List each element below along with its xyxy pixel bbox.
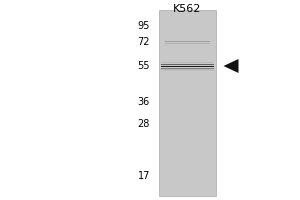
Text: 17: 17 — [138, 171, 150, 181]
Bar — [160, 64, 214, 65]
Bar — [160, 66, 214, 67]
Bar — [159, 10, 216, 196]
Bar — [160, 70, 214, 71]
Text: 72: 72 — [137, 37, 150, 47]
Text: 36: 36 — [138, 97, 150, 107]
Bar — [160, 69, 214, 70]
Text: 28: 28 — [138, 119, 150, 129]
Text: 95: 95 — [138, 21, 150, 31]
Bar — [160, 68, 214, 69]
Polygon shape — [224, 59, 238, 73]
Bar — [160, 62, 214, 63]
Text: K562: K562 — [173, 4, 202, 14]
Text: 55: 55 — [137, 61, 150, 71]
